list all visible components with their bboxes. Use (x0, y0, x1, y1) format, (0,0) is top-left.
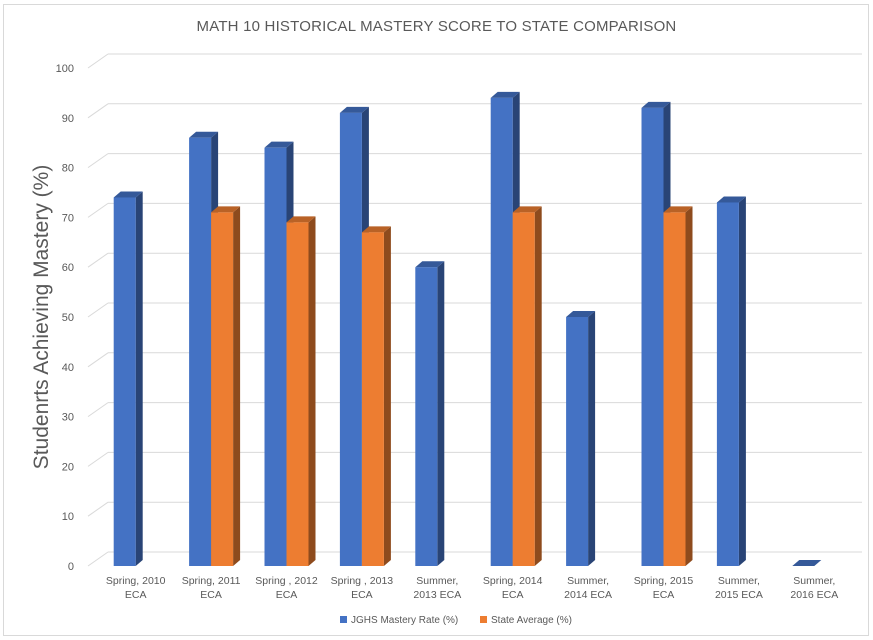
x-tick-label: Spring , 2013 (331, 575, 394, 587)
x-tick-label: ECA (276, 589, 298, 601)
bar-top (189, 131, 219, 138)
x-tick-label: ECA (200, 589, 222, 601)
bar (415, 267, 438, 566)
x-tick-label: ECA (125, 589, 147, 601)
chart-title: MATH 10 HISTORICAL MASTERY SCORE TO STAT… (196, 18, 677, 35)
grid-line-slant (87, 551, 109, 567)
grid-line-slant (87, 202, 109, 218)
x-tick-label: ECA (502, 589, 524, 601)
bar (264, 147, 287, 566)
bar (361, 232, 384, 566)
bar (113, 197, 136, 567)
grid-line-slant (87, 53, 109, 69)
y-tick-label: 40 (62, 362, 74, 374)
y-tick-label: 90 (62, 113, 74, 125)
y-tick-label: 20 (62, 461, 74, 473)
bar-side (534, 206, 542, 567)
bar (286, 222, 309, 566)
x-tick-label: Summer, (567, 575, 609, 587)
bar-side (135, 191, 143, 567)
bar (566, 317, 589, 566)
bar-side (685, 206, 693, 567)
x-tick-label: Summer, (793, 575, 835, 587)
bar-top (792, 560, 822, 566)
bar (512, 212, 535, 567)
bar (339, 112, 362, 566)
bar-top (113, 191, 143, 198)
bar-top (641, 101, 671, 108)
x-tick-label: Spring, 2015 (634, 575, 694, 587)
bar-side (308, 216, 316, 566)
grid-line-slant (87, 302, 109, 318)
bar-top (264, 141, 294, 148)
x-tick-label: Spring, 2014 (483, 575, 543, 587)
x-tick-label: ECA (351, 589, 373, 601)
bar-side (738, 196, 746, 566)
y-tick-label: 60 (62, 262, 74, 274)
bar-top (663, 206, 693, 213)
y-tick-label: 50 (62, 312, 74, 324)
legend-swatch (480, 616, 487, 623)
grid-line-slant (87, 103, 109, 119)
bar-top (286, 216, 316, 223)
bar (490, 97, 513, 566)
bar-top (716, 196, 746, 203)
bar (663, 212, 686, 567)
x-tick-label: Summer, (416, 575, 458, 587)
bar-top (415, 261, 445, 268)
x-tick-label: ECA (653, 589, 675, 601)
x-tick-label: Spring, 2010 (106, 575, 166, 587)
bar-top (512, 206, 542, 213)
bar-top (339, 106, 369, 113)
y-tick-label: 30 (62, 412, 74, 424)
bar (211, 212, 234, 567)
bar (716, 202, 739, 566)
grid-line-slant (87, 252, 109, 268)
x-tick-label: 2016 ECA (790, 589, 838, 601)
bar-side (383, 226, 391, 566)
x-tick-label: Spring, 2011 (182, 575, 241, 587)
bar (189, 137, 212, 566)
y-tick-label: 70 (62, 212, 74, 224)
x-tick-label: Summer, (718, 575, 760, 587)
bar (641, 107, 664, 566)
grid-line-slant (87, 501, 109, 517)
legend-label: State Average (%) (491, 615, 572, 626)
y-tick-label: 10 (62, 511, 74, 523)
bar-top (361, 226, 391, 233)
grid-line-slant (87, 153, 109, 169)
y-tick-label: 80 (62, 163, 74, 175)
bar-side (233, 206, 241, 567)
bar-top (566, 311, 596, 317)
y-axis-label: Studenrts Achieving Mastery (%) (30, 165, 53, 470)
legend-label: JGHS Mastery Rate (%) (351, 615, 458, 626)
grid-line-slant (87, 402, 109, 418)
bar-side (437, 261, 445, 566)
x-tick-label: 2014 ECA (564, 589, 612, 601)
grid-line-slant (87, 352, 109, 368)
legend-swatch (340, 616, 347, 623)
bar-top (211, 206, 241, 213)
bar-side (588, 311, 596, 566)
bar-top (490, 91, 520, 98)
x-tick-label: 2013 ECA (413, 589, 461, 601)
grid-line-slant (87, 451, 109, 467)
x-tick-label: 2015 ECA (715, 589, 763, 601)
x-tick-label: Spring , 2012 (255, 575, 318, 587)
y-tick-label: 100 (56, 63, 74, 75)
y-tick-label: 0 (68, 561, 74, 573)
